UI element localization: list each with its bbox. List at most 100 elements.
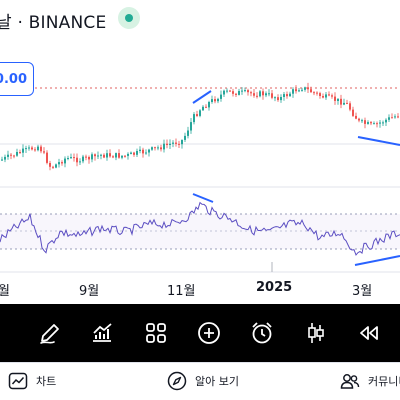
- candle-body: [43, 151, 45, 153]
- candle-body: [40, 146, 42, 152]
- candle-body: [355, 115, 357, 119]
- candle-body: [208, 102, 210, 108]
- candle-body: [184, 135, 186, 140]
- candle-body: [64, 158, 66, 164]
- candle-body: [193, 114, 195, 123]
- candle-body: [13, 155, 15, 157]
- candlestick-series: [1, 82, 399, 171]
- candle-body: [295, 89, 297, 92]
- candle-body: [169, 143, 171, 145]
- candle-body: [217, 98, 219, 102]
- candle-body: [316, 92, 318, 94]
- candle-body: [142, 149, 144, 154]
- candle-body: [334, 96, 336, 101]
- price-chart[interactable]: [0, 0, 400, 304]
- candle-body: [109, 153, 111, 157]
- candle-body: [58, 162, 60, 165]
- candle-body: [25, 148, 27, 150]
- symbol-title[interactable]: 날 · BINANCE: [0, 13, 107, 33]
- x-tick-label: 9월: [79, 284, 100, 299]
- candle-body: [289, 93, 291, 97]
- alarm-clock-icon[interactable]: [250, 321, 274, 345]
- candle-body: [76, 157, 78, 163]
- candle-body: [175, 142, 177, 144]
- candle-body: [19, 152, 21, 153]
- candle-body: [367, 122, 369, 124]
- trendline-rsi-bottom[interactable]: [354, 255, 400, 266]
- candle-body: [100, 154, 102, 156]
- candle-body: [91, 154, 93, 160]
- candle-body: [10, 154, 12, 156]
- candle-body: [361, 120, 363, 122]
- candle-body: [286, 94, 288, 97]
- candle-body: [346, 102, 348, 104]
- candle-body: [370, 122, 372, 124]
- candle-body: [178, 143, 180, 145]
- candle-body: [241, 90, 243, 92]
- candle-body: [7, 154, 9, 157]
- candle-body: [34, 149, 36, 151]
- candle-body: [106, 153, 108, 158]
- candle-body: [322, 96, 324, 98]
- candle-body: [364, 120, 366, 124]
- candle-body: [244, 90, 246, 92]
- trendline-price-right[interactable]: [357, 136, 400, 146]
- candle-body: [73, 157, 75, 159]
- nav-chart[interactable]: 차트: [8, 371, 56, 391]
- drawing-toolbar: [0, 304, 400, 362]
- x-tick-label: 3월: [352, 284, 373, 299]
- rewind-icon[interactable]: [357, 321, 381, 345]
- candle-body: [52, 166, 54, 168]
- candle-body: [298, 90, 300, 92]
- candle-body: [88, 157, 90, 160]
- price-label[interactable]: 0.00: [0, 62, 34, 96]
- candle-body: [160, 147, 162, 150]
- candle-body: [196, 114, 198, 116]
- candle-body: [166, 143, 168, 145]
- nav-community[interactable]: 커뮤니티: [340, 371, 400, 391]
- x-tick-label: 2025: [256, 280, 293, 295]
- candle-body: [331, 95, 333, 97]
- candle-body: [163, 143, 165, 150]
- candle-body: [232, 91, 234, 94]
- candle-body: [373, 123, 375, 125]
- candle-body: [226, 90, 228, 92]
- candle-body: [292, 89, 294, 94]
- candle-body: [319, 93, 321, 96]
- indicators-icon[interactable]: [90, 321, 114, 345]
- candle-body: [205, 106, 207, 108]
- pencil-icon[interactable]: [38, 321, 62, 345]
- candle-body: [313, 92, 315, 94]
- nav-explore[interactable]: 알아 보기: [167, 371, 239, 391]
- candle-body: [16, 152, 18, 156]
- candle-body: [283, 94, 285, 97]
- candle-body: [187, 130, 189, 136]
- candle-body: [271, 93, 273, 98]
- candle-body: [61, 162, 63, 164]
- candle-body: [22, 148, 24, 153]
- candle-body: [31, 147, 33, 150]
- candle-body: [280, 97, 282, 101]
- add-circle-icon[interactable]: [197, 321, 221, 345]
- candle-body: [97, 155, 99, 157]
- candle-body: [247, 90, 249, 93]
- candle-body: [1, 159, 3, 161]
- community-icon: [340, 374, 360, 389]
- candle-body: [85, 156, 87, 158]
- chart-icon: [8, 372, 28, 390]
- candlestick-icon[interactable]: [304, 321, 328, 345]
- candle-body: [148, 149, 150, 153]
- candle-body: [349, 103, 351, 110]
- candle-body: [199, 110, 201, 116]
- candle-body: [133, 152, 135, 155]
- candle-body: [55, 164, 57, 168]
- grid-icon[interactable]: [144, 321, 168, 345]
- nav-community-label: 커뮤니티: [368, 375, 400, 388]
- candle-body: [352, 109, 354, 116]
- x-tick-label: 11월: [167, 284, 196, 299]
- candle-body: [274, 97, 276, 99]
- trendline-price-top[interactable]: [192, 90, 212, 104]
- candle-body: [391, 117, 393, 119]
- trendline-rsi-top[interactable]: [192, 193, 214, 203]
- candle-body: [112, 156, 114, 158]
